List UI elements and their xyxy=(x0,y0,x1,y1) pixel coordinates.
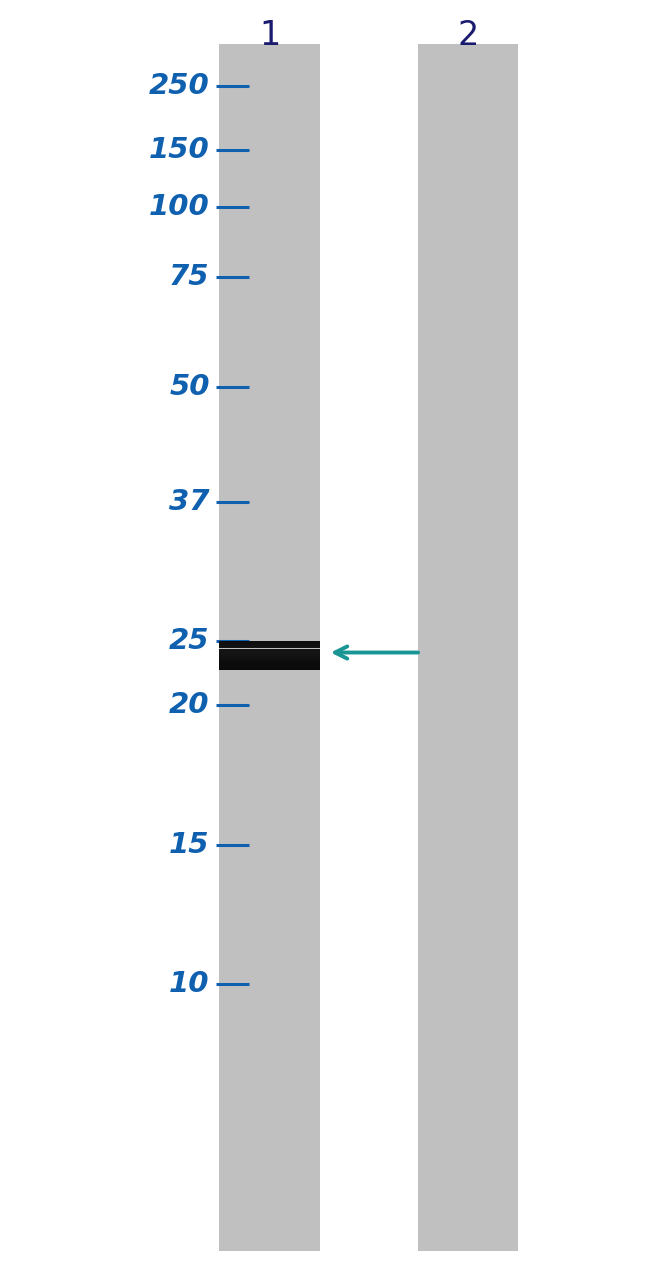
Text: 250: 250 xyxy=(149,72,209,100)
Text: 2: 2 xyxy=(458,19,478,52)
Bar xyxy=(417,44,519,1251)
Text: 50: 50 xyxy=(169,373,209,401)
Text: 15: 15 xyxy=(169,831,209,859)
Text: 37: 37 xyxy=(169,488,209,516)
Text: 100: 100 xyxy=(149,193,209,221)
Text: 10: 10 xyxy=(169,970,209,998)
Text: 1: 1 xyxy=(259,19,280,52)
Text: 150: 150 xyxy=(149,136,209,164)
Text: 25: 25 xyxy=(169,627,209,655)
Bar xyxy=(219,44,320,1251)
Text: 20: 20 xyxy=(169,691,209,719)
Text: 75: 75 xyxy=(169,263,209,291)
